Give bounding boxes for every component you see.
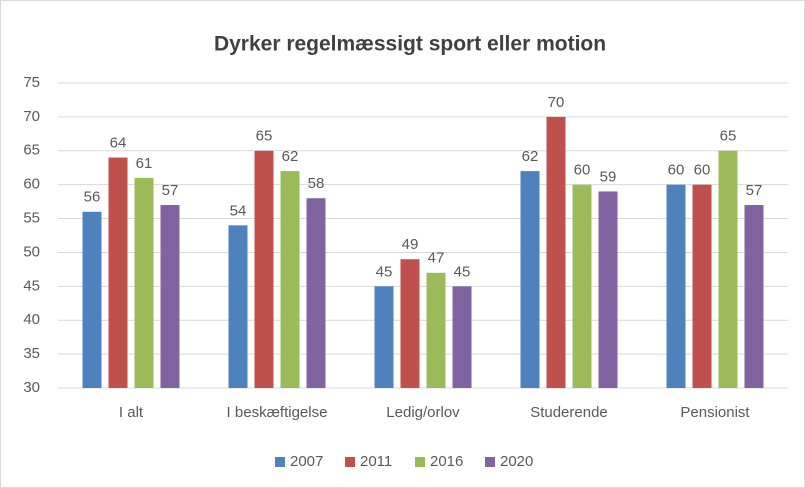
y-tick-label: 50 bbox=[23, 243, 40, 260]
legend-label: 2016 bbox=[430, 453, 463, 470]
data-label: 58 bbox=[308, 175, 325, 192]
y-tick-label: 75 bbox=[23, 74, 40, 91]
bar bbox=[228, 225, 248, 388]
data-label: 70 bbox=[548, 94, 565, 111]
bar bbox=[598, 191, 618, 388]
bar bbox=[280, 171, 300, 388]
data-label: 54 bbox=[230, 202, 247, 219]
bar bbox=[82, 211, 102, 388]
y-tick-label: 55 bbox=[23, 210, 40, 227]
legend-swatch bbox=[415, 457, 425, 467]
data-label: 45 bbox=[376, 263, 393, 280]
bar bbox=[108, 157, 128, 388]
data-label: 61 bbox=[136, 155, 153, 172]
y-tick-label: 45 bbox=[23, 277, 40, 294]
data-label: 60 bbox=[574, 162, 591, 179]
data-label: 64 bbox=[110, 135, 127, 152]
bar bbox=[426, 272, 446, 388]
data-label: 57 bbox=[162, 182, 179, 199]
bar bbox=[306, 198, 326, 388]
y-tick-label: 70 bbox=[23, 108, 40, 125]
bar bbox=[374, 286, 394, 388]
y-tick-label: 60 bbox=[23, 176, 40, 193]
bar bbox=[692, 184, 712, 388]
data-label: 60 bbox=[694, 162, 711, 179]
bar bbox=[520, 171, 540, 388]
legend-swatch bbox=[275, 457, 285, 467]
y-tick-label: 35 bbox=[23, 345, 40, 362]
x-tick-label: I alt bbox=[119, 404, 144, 421]
bar bbox=[160, 205, 180, 388]
legend-swatch bbox=[345, 457, 355, 467]
data-label: 45 bbox=[454, 263, 471, 280]
legend-swatch bbox=[485, 457, 495, 467]
data-label: 49 bbox=[402, 236, 419, 253]
bar bbox=[666, 184, 686, 388]
data-label: 47 bbox=[428, 250, 445, 267]
data-label: 56 bbox=[84, 189, 101, 206]
data-label: 62 bbox=[282, 148, 299, 165]
x-tick-label: I beskæftigelse bbox=[227, 404, 328, 421]
bar bbox=[744, 205, 764, 388]
x-tick-label: Ledig/orlov bbox=[386, 404, 460, 421]
data-label: 59 bbox=[600, 168, 617, 185]
x-tick-label: Studerende bbox=[530, 404, 608, 421]
bar bbox=[400, 259, 420, 388]
x-tick-label: Pensionist bbox=[680, 404, 750, 421]
y-tick-label: 30 bbox=[23, 379, 40, 396]
bar bbox=[134, 177, 154, 388]
data-label: 60 bbox=[668, 162, 685, 179]
data-label: 65 bbox=[256, 128, 273, 145]
y-tick-label: 65 bbox=[23, 142, 40, 159]
bar bbox=[452, 286, 472, 388]
bar bbox=[254, 150, 274, 388]
data-label: 57 bbox=[746, 182, 763, 199]
bar bbox=[718, 150, 738, 388]
bar bbox=[546, 116, 566, 388]
bar bbox=[572, 184, 592, 388]
chart-title: Dyrker regelmæssigt sport eller motion bbox=[214, 33, 606, 56]
legend-label: 2011 bbox=[360, 453, 392, 470]
legend-label: 2007 bbox=[290, 453, 323, 470]
y-tick-label: 40 bbox=[23, 311, 40, 328]
data-label: 65 bbox=[720, 128, 737, 145]
data-label: 62 bbox=[522, 148, 539, 165]
legend-label: 2020 bbox=[500, 453, 533, 470]
